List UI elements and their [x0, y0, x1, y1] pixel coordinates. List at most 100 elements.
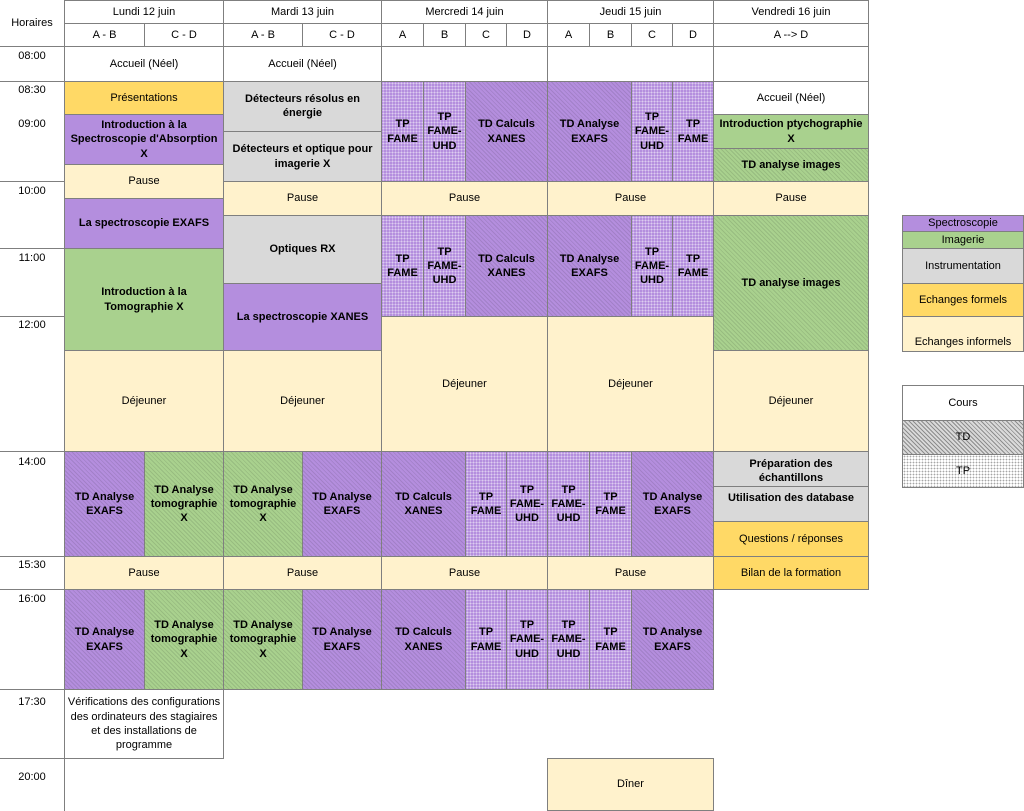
session-accueil: Accueil (Néel) [64, 46, 224, 82]
session-pause: Pause [64, 164, 224, 199]
time-label: 10:00 [18, 185, 46, 197]
group-header: C - D [144, 23, 224, 47]
session-tp-fame: TP FAME [465, 589, 507, 690]
session-tp-fame-uhd: TP FAME-UHD [547, 451, 590, 557]
session-dejeuner: Déjeuner [713, 350, 869, 452]
session-td-analyse-images: TD analyse images [713, 215, 869, 351]
session-pause: Pause [64, 556, 224, 590]
session-intro-spectroscopie: Introduction à la Spectroscopie d'Absorp… [64, 114, 224, 165]
time-label: 20:00 [18, 771, 46, 783]
time-label: 08:30 [18, 84, 46, 96]
session-td-analyse-images: TD analyse images [713, 148, 869, 182]
session-questions-reponses: Questions / réponses [713, 521, 869, 557]
session-td-exafs: TD Analyse EXAFS [64, 589, 145, 690]
group-header: C - D [302, 23, 382, 47]
session-dejeuner: Déjeuner [64, 350, 224, 452]
horaires-header: Horaires [0, 0, 65, 46]
session-td-xanes: TD Calculs XANES [381, 451, 466, 557]
group-header: A - B [64, 23, 145, 47]
day-header-mercredi: Mercredi 14 juin [381, 0, 548, 24]
session-spectroscopie-exafs: La spectroscopie EXAFS [64, 198, 224, 249]
group-header: C [631, 23, 673, 47]
session-intro-tomographie: Introduction à la Tomographie X [64, 248, 224, 351]
session-dejeuner: Déjeuner [223, 350, 382, 452]
session-tp-fame-uhd: TP FAME-UHD [423, 215, 466, 317]
time-label: 17:30 [18, 696, 46, 708]
session-tp-fame-uhd: TP FAME-UHD [631, 81, 673, 182]
day-header-jeudi: Jeudi 15 juin [547, 0, 714, 24]
session-tp-fame: TP FAME [465, 451, 507, 557]
session-preparation-echantillons: Préparation des échantillons [713, 451, 869, 487]
time-label: 11:00 [18, 252, 46, 264]
session-tp-fame-uhd: TP FAME-UHD [547, 589, 590, 690]
group-header: B [589, 23, 632, 47]
time-label: 15:30 [18, 559, 46, 571]
session-pause: Pause [547, 556, 714, 590]
group-header: A - B [223, 23, 303, 47]
group-header: A --> D [713, 23, 869, 47]
session-diner: Dîner [547, 758, 714, 811]
legend-echanges-informels: Echanges informels [902, 316, 1024, 352]
session-td-exafs: TD Analyse EXAFS [547, 81, 632, 182]
session-tp-fame-uhd: TP FAME-UHD [631, 215, 673, 317]
session-detecteurs-imagerie: Détecteurs et optique pour imagerie X [223, 131, 382, 182]
session-accueil: Accueil (Néel) [713, 81, 869, 115]
session-pause: Pause [223, 181, 382, 216]
session-optiques-rx: Optiques RX [223, 215, 382, 284]
session-verifications: Vérifications des configurations des ord… [64, 689, 224, 759]
session-td-xanes: TD Calculs XANES [465, 81, 548, 182]
time-divider [0, 689, 64, 690]
day-header-lundi: Lundi 12 juin [64, 0, 224, 24]
session-td-tomographie: TD Analyse tomographie X [144, 451, 224, 557]
session-tp-fame: TP FAME [672, 215, 714, 317]
session-td-exafs: TD Analyse EXAFS [631, 451, 714, 557]
session-td-xanes: TD Calculs XANES [381, 589, 466, 690]
group-header: B [423, 23, 466, 47]
empty-cell [547, 46, 714, 82]
session-dejeuner: Déjeuner [547, 316, 714, 452]
session-td-tomographie: TD Analyse tomographie X [144, 589, 224, 690]
time-divider [0, 758, 64, 759]
time-divider [0, 316, 64, 317]
session-td-exafs: TD Analyse EXAFS [64, 451, 145, 557]
session-pause: Pause [223, 556, 382, 590]
time-divider [0, 46, 64, 47]
session-td-exafs: TD Analyse EXAFS [302, 589, 382, 690]
time-label: 12:00 [18, 319, 46, 331]
session-tp-fame: TP FAME [381, 215, 424, 317]
session-tp-fame: TP FAME [589, 451, 632, 557]
horaires-label: Horaires [11, 16, 53, 29]
session-tp-fame-uhd: TP FAME-UHD [423, 81, 466, 182]
group-header: A [547, 23, 590, 47]
session-presentations: Présentations [64, 81, 224, 115]
session-detecteurs-energie: Détecteurs résolus en énergie [223, 81, 382, 132]
time-label: 16:00 [18, 593, 46, 605]
session-dejeuner: Déjeuner [381, 316, 548, 452]
time-divider [0, 81, 64, 82]
session-tp-fame: TP FAME [672, 81, 714, 182]
session-tp-fame: TP FAME [589, 589, 632, 690]
legend-tp: TP [902, 454, 1024, 488]
group-header: C [465, 23, 507, 47]
session-tp-fame: TP FAME [381, 81, 424, 182]
session-td-xanes: TD Calculs XANES [465, 215, 548, 317]
time-divider [0, 451, 64, 452]
session-pause: Pause [713, 181, 869, 216]
session-tp-fame-uhd: TP FAME-UHD [506, 589, 548, 690]
legend-instrumentation: Instrumentation [902, 248, 1024, 284]
legend-imagerie: Imagerie [902, 231, 1024, 249]
time-label: 08:00 [18, 50, 46, 62]
legend-spectroscopie: Spectroscopie [902, 215, 1024, 232]
group-header: D [506, 23, 548, 47]
session-td-exafs: TD Analyse EXAFS [631, 589, 714, 690]
session-pause: Pause [381, 181, 548, 216]
time-divider [0, 248, 64, 249]
session-pause: Pause [547, 181, 714, 216]
session-spectroscopie-xanes: La spectroscopie XANES [223, 283, 382, 351]
group-header: D [672, 23, 714, 47]
session-tp-fame-uhd: TP FAME-UHD [506, 451, 548, 557]
session-bilan: Bilan de la formation [713, 556, 869, 590]
session-td-tomographie: TD Analyse tomographie X [223, 451, 303, 557]
day-header-mardi: Mardi 13 juin [223, 0, 382, 24]
time-divider [0, 556, 64, 557]
